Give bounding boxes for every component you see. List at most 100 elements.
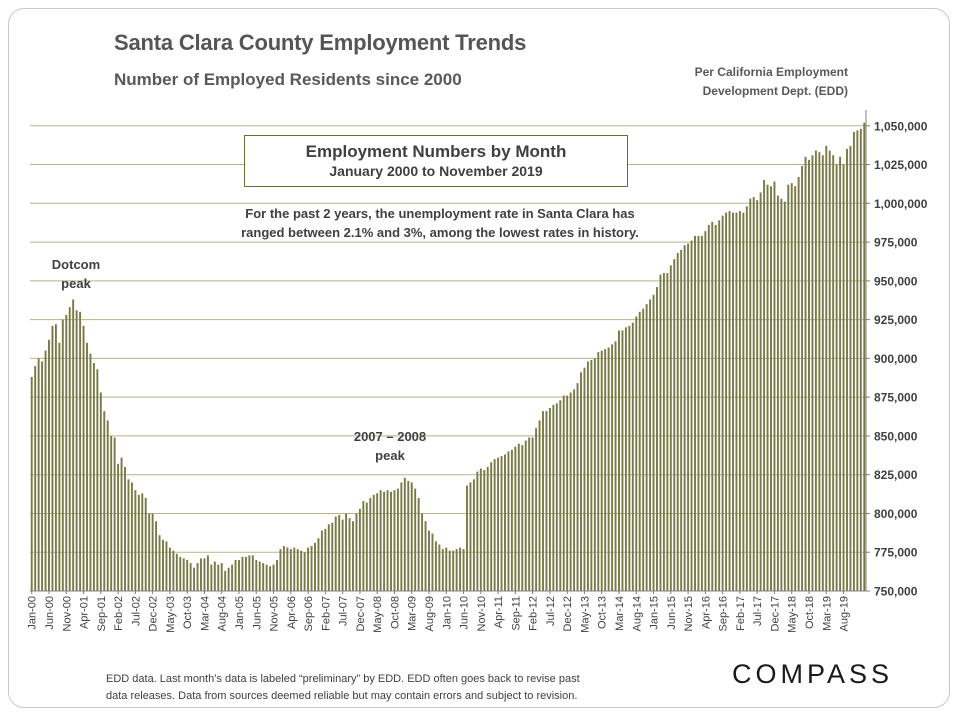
bar (797, 176, 800, 591)
bar (179, 556, 182, 591)
bar (542, 411, 544, 591)
x-tick-label: Jun-15 (666, 596, 678, 630)
bar (476, 471, 479, 591)
x-tick-label: Jan-10 (441, 596, 453, 630)
bar (414, 488, 417, 591)
y-tick-label: 875,000 (874, 391, 918, 405)
bar (514, 446, 517, 591)
bar (583, 367, 586, 591)
bar (92, 363, 95, 591)
bar (856, 130, 859, 591)
x-tick-label: May-13 (579, 596, 591, 633)
bar (276, 559, 278, 591)
bar (424, 521, 427, 591)
x-tick-label: Nov-00 (61, 596, 73, 631)
bar (604, 349, 607, 591)
bar (801, 166, 804, 591)
bar (459, 547, 462, 591)
bar (396, 488, 399, 591)
bar (251, 555, 254, 591)
bar (362, 501, 365, 591)
bar (417, 497, 420, 591)
bar (732, 212, 734, 591)
bar (72, 299, 75, 591)
bar (576, 383, 579, 591)
bar (611, 344, 614, 591)
bar (490, 462, 493, 591)
x-tick-label: Jul-17 (752, 596, 764, 626)
bar (434, 541, 437, 591)
bar (645, 304, 648, 591)
bar (742, 212, 745, 591)
bar (835, 164, 838, 591)
bar (303, 552, 306, 591)
x-tick-label: Mar-14 (614, 596, 626, 631)
bar (296, 549, 299, 591)
x-tick-label: Jun-05 (251, 596, 263, 630)
x-tick-label: Oct-08 (389, 596, 401, 629)
bar (213, 561, 216, 591)
bar (51, 325, 54, 591)
bar (141, 493, 144, 591)
bar (155, 521, 158, 591)
dotcom-peak-annotation: Dotcom peak (36, 255, 116, 293)
bar (334, 516, 337, 591)
bar (217, 564, 220, 591)
bar (421, 513, 424, 591)
bar (241, 556, 244, 591)
footer-disclaimer: EDD data. Last month’s data is labeled “… (106, 671, 686, 705)
bar (383, 491, 386, 591)
bar (324, 528, 327, 591)
bar (756, 200, 759, 591)
bar (600, 350, 603, 591)
bar (127, 479, 130, 591)
peak08-label-line-2: peak (375, 448, 405, 463)
bar (469, 482, 472, 591)
y-tick-label: 950,000 (874, 274, 918, 288)
bar (573, 389, 576, 591)
bar (745, 206, 748, 591)
x-tick-label: Jul-12 (545, 596, 557, 626)
x-tick-label: Aug-04 (217, 596, 229, 631)
source-line-2: Development Dept. (EDD) (702, 84, 848, 98)
bar (455, 549, 458, 591)
bar (48, 339, 50, 591)
x-tick-label: Nov-15 (683, 596, 695, 631)
bar (438, 544, 441, 591)
x-tick-label: Mar-04 (199, 596, 211, 631)
bar (683, 245, 686, 592)
bar (666, 273, 669, 591)
bar (54, 324, 57, 591)
y-tick-label: 925,000 (874, 313, 918, 327)
bar (144, 497, 147, 591)
bar (117, 463, 120, 591)
bar (635, 316, 638, 591)
bar (821, 155, 824, 591)
bar (517, 443, 520, 591)
bar (486, 466, 489, 591)
bar (158, 535, 161, 591)
x-tick-label: Mar-09 (407, 596, 419, 631)
bar (787, 184, 790, 591)
bar (842, 164, 845, 591)
bar (338, 515, 341, 591)
bar (365, 502, 368, 591)
bar (704, 231, 707, 591)
bar (642, 308, 645, 591)
bar (714, 225, 717, 591)
bar (358, 508, 361, 591)
bar (504, 454, 506, 591)
x-tick-label: Aug-14 (631, 596, 643, 631)
bar (269, 566, 272, 591)
bar (96, 369, 99, 591)
bar (656, 287, 658, 591)
bar (44, 350, 47, 591)
bar (483, 470, 486, 591)
bar (355, 513, 358, 591)
bar (621, 330, 624, 591)
bar (680, 249, 683, 591)
bar (707, 225, 710, 591)
bar (182, 558, 185, 591)
bar (379, 490, 382, 591)
